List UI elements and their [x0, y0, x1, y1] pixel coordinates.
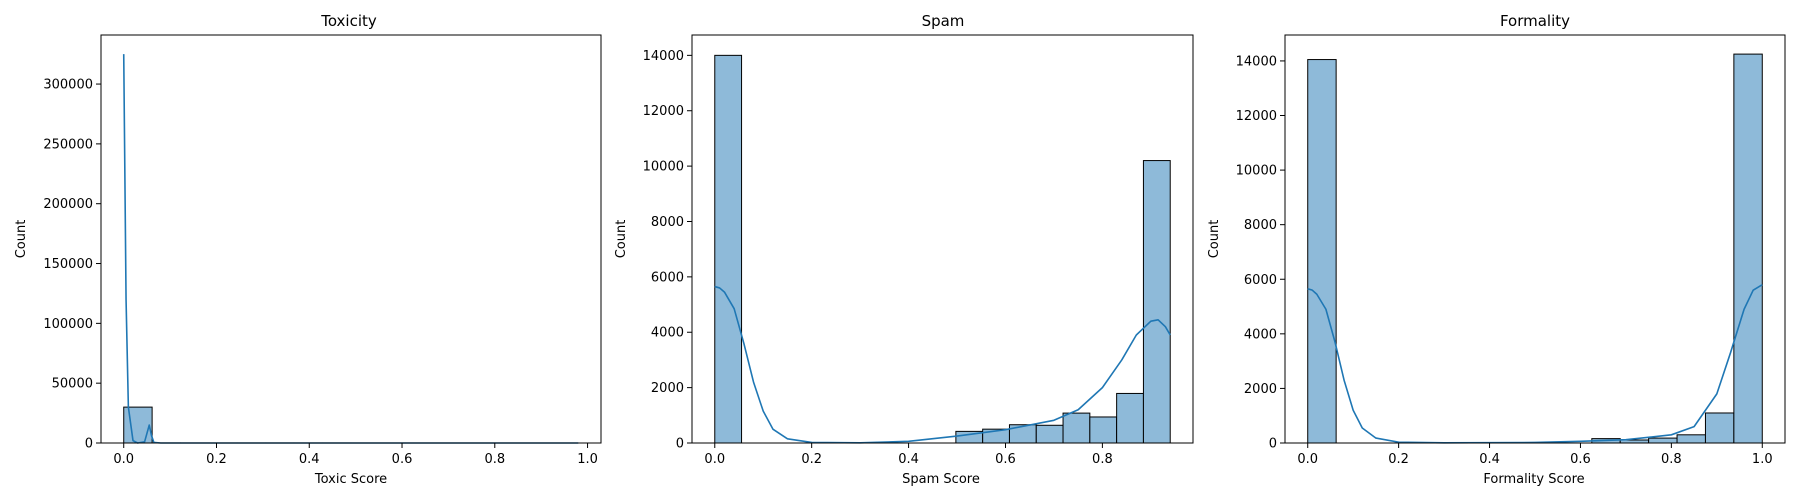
y-tick-label: 12000 [643, 104, 684, 119]
x-tick-label: 0.6 [1570, 452, 1591, 467]
histogram-bar [1307, 59, 1337, 444]
y-tick-label: 6000 [1244, 273, 1277, 288]
y-tick-label: 12000 [1236, 109, 1277, 124]
kde-line [714, 285, 1171, 444]
x-tick-label: 0.6 [392, 452, 413, 467]
y-tick-label: 4000 [1244, 327, 1277, 342]
y-axis-label: Count [14, 220, 29, 259]
y-tick-label: 14000 [1236, 54, 1277, 69]
plot-area: 0.0 0.2 0.4 0.6 0.8 0 2000 4000 6000 8000 10000 120… [643, 49, 1171, 467]
panel-title: Spam [922, 12, 965, 30]
x-tick-label: 0.2 [206, 452, 227, 467]
y-tick-label: 300000 [43, 78, 93, 93]
x-axis-label: Toxic Score [314, 472, 387, 487]
x-tick-label: 0.4 [898, 452, 919, 467]
histogram-bar [1062, 412, 1091, 444]
histogram-bar [1035, 424, 1064, 444]
x-tick-label: 1.0 [1752, 452, 1773, 467]
y-tick-label: 8000 [1244, 218, 1277, 233]
histogram-bar [1648, 437, 1678, 444]
y-axis-label: Count [1207, 220, 1222, 259]
plot-area: 0.0 0.2 0.4 0.6 0.8 1.0 0 50000 100000 150000 2000… [43, 54, 598, 467]
axes-frame [100, 34, 602, 444]
histogram-bar [1704, 412, 1735, 444]
x-tick-label: 0.8 [1661, 452, 1682, 467]
x-tick-label: 0.2 [1388, 452, 1409, 467]
axes-frame [1284, 34, 1786, 444]
x-tick-label: 0.4 [299, 452, 320, 467]
plot-area: 0.0 0.2 0.4 0.6 0.8 1.0 0 2000 4000 6000 8000 10000… [1236, 53, 1773, 467]
y-tick-label: 0 [676, 437, 684, 452]
y-tick-label: 0 [85, 437, 93, 452]
y-axis-label: Count [614, 220, 629, 259]
y-tick-label: 200000 [43, 197, 93, 212]
y-tick-label: 8000 [651, 215, 684, 230]
axes-frame [691, 34, 1194, 444]
histogram-bar [1733, 53, 1763, 444]
panel-title: Formality [1500, 12, 1570, 30]
y-tick-label: 0 [1269, 437, 1277, 452]
histogram-bar [1116, 392, 1144, 444]
formality-panel: Formality 0.0 0.2 0.4 0.6 0.8 1.0 0 2000 4000 600… [1207, 12, 1786, 487]
y-tick-label: 14000 [643, 49, 684, 64]
spam-panel: Spam 0.0 0.2 0.4 0.6 0.8 0 2000 4000 6000 8000 100… [614, 12, 1194, 487]
histogram-bar [1676, 434, 1706, 444]
y-tick-label: 4000 [651, 326, 684, 341]
y-tick-label: 2000 [1244, 382, 1277, 397]
y-tick-label: 10000 [643, 160, 684, 175]
y-tick-label: 10000 [1236, 164, 1277, 179]
y-tick-label: 250000 [43, 137, 93, 152]
histogram-bar [123, 406, 153, 444]
x-tick-label: 0.4 [1479, 452, 1500, 467]
y-tick-label: 50000 [52, 377, 93, 392]
y-tick-label: 150000 [43, 257, 93, 272]
x-tick-label: 0.6 [995, 452, 1016, 467]
x-tick-label: 0.0 [113, 452, 134, 467]
x-tick-label: 1.0 [577, 452, 598, 467]
histogram-bar [714, 54, 743, 444]
y-tick-label: 6000 [651, 270, 684, 285]
histogram-bar [1089, 416, 1118, 444]
kde-line [1307, 284, 1763, 444]
x-tick-label: 0.2 [801, 452, 822, 467]
histogram-bar [1142, 160, 1171, 444]
x-axis-label: Formality Score [1483, 472, 1584, 487]
x-tick-label: 0.8 [1092, 452, 1113, 467]
x-tick-label: 0.0 [704, 452, 725, 467]
x-tick-label: 0.0 [1297, 452, 1318, 467]
y-tick-label: 100000 [43, 317, 93, 332]
panel-title: Toxicity [320, 12, 377, 30]
x-tick-label: 0.8 [484, 452, 505, 467]
toxicity-panel: Toxicity 0.0 0.2 0.4 0.6 0.8 1.0 0 50000 100000 1… [14, 12, 602, 487]
y-tick-label: 2000 [651, 381, 684, 396]
kde-line [122, 54, 579, 444]
x-axis-label: Spam Score [902, 472, 980, 487]
